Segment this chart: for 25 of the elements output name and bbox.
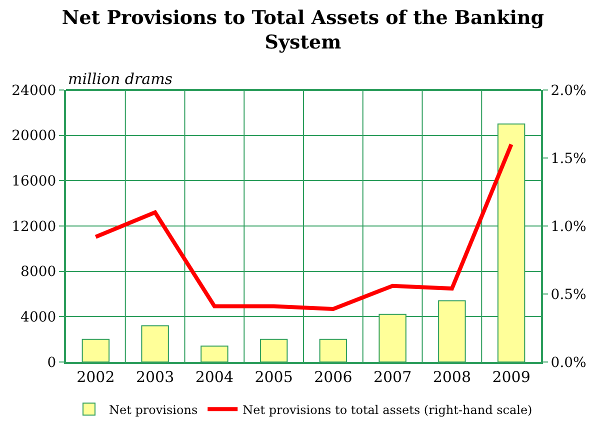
y2-tick-label: 1.5% [550, 150, 586, 167]
x-tick-label: 2002 [76, 368, 115, 386]
x-tick-label: 2009 [492, 368, 530, 386]
x-tick-label: 2003 [136, 368, 174, 386]
y2-tick-label: 0.0% [550, 354, 586, 371]
y2-tick-label: 1.0% [550, 218, 586, 235]
y-tick-label: 0 [47, 354, 56, 371]
chart-title: Net Provisions to Total Assets of the Banking System [62, 7, 544, 54]
line-series [94, 142, 514, 311]
x-tick-label: 2007 [373, 368, 412, 386]
y-tick-label: 8000 [20, 264, 56, 280]
legend-label: Net provisions [109, 402, 198, 417]
x-tick-label: 2004 [195, 368, 234, 386]
y2-tick-label: 0.5% [550, 286, 586, 303]
x-tick-label: 2006 [314, 368, 352, 386]
y2-tick-label: 2.0% [550, 82, 586, 99]
y-axis-title: million drams [68, 70, 173, 88]
x-tick-label: 2008 [432, 368, 472, 386]
y-tick-label: 16000 [12, 174, 56, 190]
y-tick-label: 24000 [12, 82, 56, 99]
y-tick-label: 4000 [20, 310, 56, 326]
y-tick-label: 20000 [12, 128, 56, 144]
x-tick-label: 2005 [254, 368, 293, 386]
legend-label: Net provisions to total assets (right-hand scale) [242, 402, 532, 417]
y-tick-label: 12000 [12, 218, 56, 235]
